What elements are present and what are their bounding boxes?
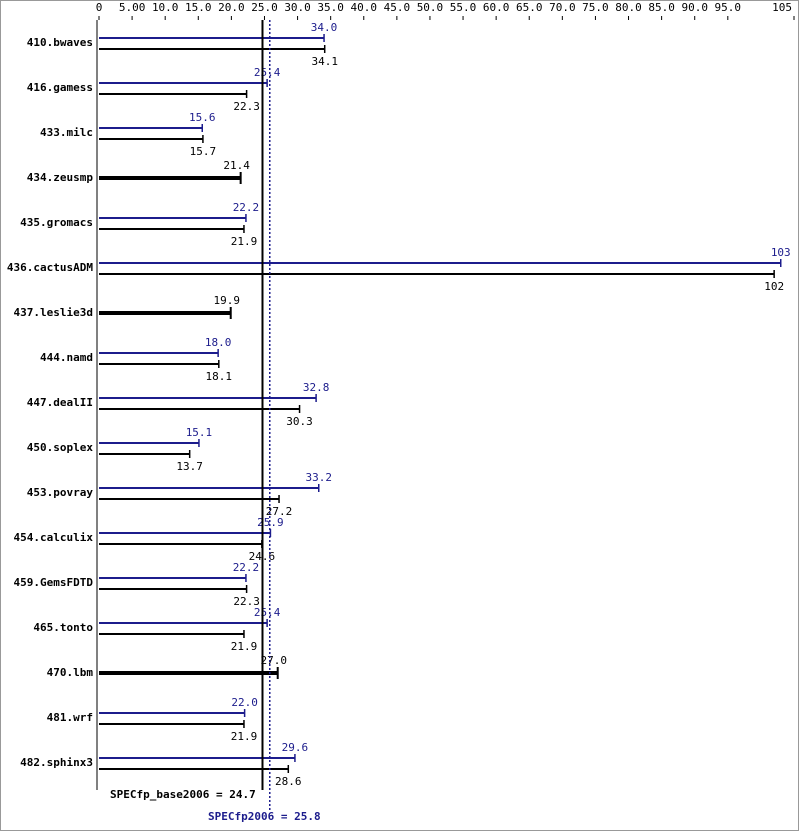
value-label: 15.1: [186, 426, 213, 439]
value-label: 13.7: [176, 460, 203, 473]
value-label: 30.3: [286, 415, 313, 428]
x-tick-label: 70.0: [549, 1, 576, 14]
value-label: 32.8: [303, 381, 330, 394]
x-tick-label: 35.0: [317, 1, 344, 14]
category-label: 410.bwaves: [27, 36, 93, 49]
value-label: 27.0: [260, 654, 287, 667]
x-tick-label: 65.0: [516, 1, 543, 14]
category-label: 434.zeusmp: [27, 171, 94, 184]
x-tick-label: 90.0: [681, 1, 708, 14]
value-label: 22.2: [233, 561, 260, 574]
category-label: 482.sphinx3: [20, 756, 93, 769]
category-label: 470.lbm: [47, 666, 94, 679]
x-tick-label: 85.0: [648, 1, 675, 14]
category-label: 465.tonto: [33, 621, 93, 634]
category-label: 433.milc: [40, 126, 93, 139]
x-tick-label: 15.0: [185, 1, 212, 14]
x-tick-label: 10.0: [152, 1, 179, 14]
value-label: 21.9: [231, 730, 258, 743]
x-tick-label: 0: [96, 1, 103, 14]
value-label: 15.6: [189, 111, 216, 124]
value-label: 27.2: [266, 505, 293, 518]
x-tick-label: 105: [772, 1, 792, 14]
x-tick-label: 40.0: [351, 1, 378, 14]
value-label: 25.4: [254, 66, 281, 79]
value-label: 22.0: [231, 696, 258, 709]
value-label: 29.6: [282, 741, 309, 754]
x-tick-label: 60.0: [483, 1, 510, 14]
value-label: 21.9: [231, 640, 258, 653]
category-label: 416.gamess: [27, 81, 93, 94]
category-label: 447.dealII: [27, 396, 93, 409]
category-label: 454.calculix: [14, 531, 94, 544]
x-tick-label: 80.0: [615, 1, 642, 14]
value-label: 22.2: [233, 201, 260, 214]
category-label: 481.wrf: [47, 711, 93, 724]
category-label: 444.namd: [40, 351, 93, 364]
value-label: 19.9: [213, 294, 240, 307]
value-label: 25.4: [254, 606, 281, 619]
category-label: 450.soplex: [27, 441, 94, 454]
category-label: 435.gromacs: [20, 216, 93, 229]
value-label: 15.7: [190, 145, 217, 158]
value-label: 34.0: [311, 21, 338, 34]
value-label: 33.2: [306, 471, 333, 484]
value-label: 22.3: [233, 100, 260, 113]
reference-label: SPECfp2006 = 25.8: [208, 810, 321, 823]
value-label: 22.3: [233, 595, 260, 608]
category-label: 453.povray: [27, 486, 94, 499]
x-tick-label: 20.0: [218, 1, 245, 14]
reference-label: SPECfp_base2006 = 24.7: [110, 788, 256, 801]
value-label: 18.0: [205, 336, 232, 349]
value-label: 18.1: [206, 370, 233, 383]
x-tick-label: 30.0: [284, 1, 311, 14]
x-tick-label: 25.0: [251, 1, 278, 14]
category-label: 459.GemsFDTD: [14, 576, 94, 589]
x-tick-label: 55.0: [450, 1, 477, 14]
value-label: 25.9: [257, 516, 284, 529]
value-label: 21.9: [231, 235, 258, 248]
value-label: 21.4: [223, 159, 250, 172]
x-tick-label: 5.00: [119, 1, 146, 14]
category-label: 436.cactusADM: [7, 261, 93, 274]
category-label: 437.leslie3d: [14, 306, 93, 319]
x-tick-label: 75.0: [582, 1, 609, 14]
value-label: 34.1: [311, 55, 338, 68]
x-tick-label: 50.0: [417, 1, 444, 14]
x-tick-label: 45.0: [384, 1, 411, 14]
value-label: 28.6: [275, 775, 302, 788]
x-tick-label: 95.0: [715, 1, 742, 14]
value-label: 103: [771, 246, 791, 259]
value-label: 102: [764, 280, 784, 293]
